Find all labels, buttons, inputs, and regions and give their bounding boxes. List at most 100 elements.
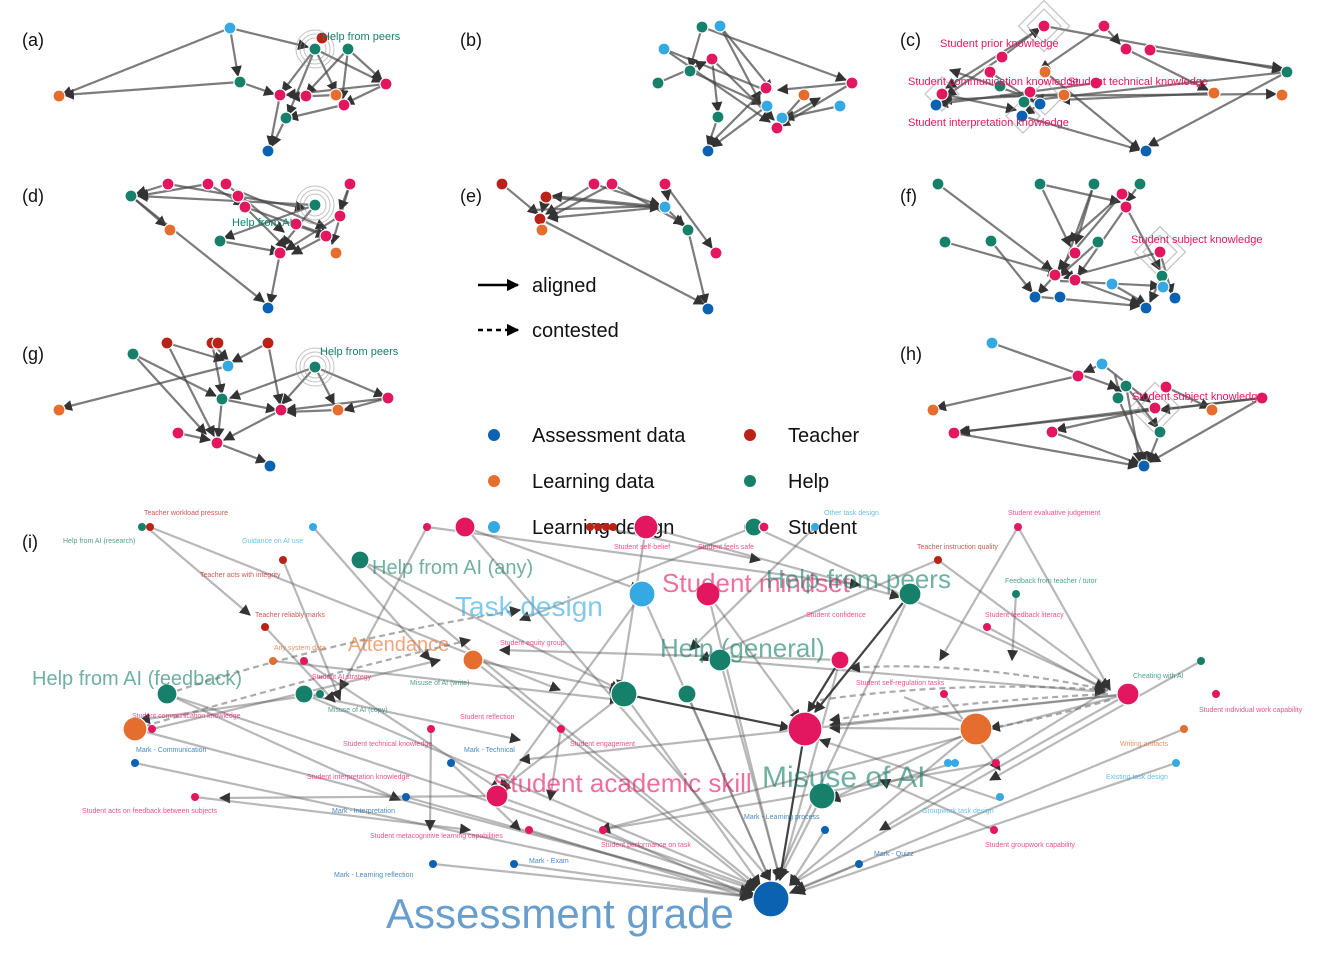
label-teacher-workload: Teacher workload pressure <box>144 510 228 517</box>
label-help-ai-research: Help from AI (research) <box>63 538 135 545</box>
legend-aligned-label: aligned <box>532 275 597 297</box>
panel-c-label-communication: Student communication knowledge <box>908 76 1079 88</box>
label-mark-exam: Mark - Exam <box>529 858 569 865</box>
label-student-equity-group: Student equity group <box>500 640 565 647</box>
label-student-feedback-literacy: Student feedback literacy <box>985 612 1064 619</box>
label-mark-communication: Mark - Communication <box>136 747 207 754</box>
legend-dot-help <box>744 475 756 487</box>
label-student-communication: Student communication knowledge <box>132 713 241 720</box>
node-student-mid <box>830 650 850 670</box>
panel-label-f: (f) <box>900 186 917 206</box>
label-mark-learning-reflection: Mark - Learning reflection <box>334 872 413 879</box>
label-mark-technical: Mark - Technical <box>464 747 515 754</box>
label-teacher-reliably-marks: Teacher reliably marks <box>255 612 326 619</box>
label-student-evaluative-judgement: Student evaluative judgement <box>1008 510 1100 517</box>
label-existing-task-design: Existing task design <box>1106 774 1168 781</box>
panel-label-h: (h) <box>900 344 922 364</box>
panel-c-label-technical: Student technical knowledge <box>1068 76 1208 88</box>
label-student-self-belief: Student self-belief <box>614 544 670 551</box>
panel-c: Student prior knowledge Student communic… <box>908 0 1294 158</box>
panel-h-focus-label: Student subject knowledge <box>1132 391 1263 403</box>
label-student-ai-strategy: Student AI strategy <box>312 674 372 681</box>
panel-g-focus-label: Help from peers <box>320 346 399 358</box>
node-student-right <box>1116 682 1140 706</box>
legend-learning-data-label: Learning data <box>532 471 655 493</box>
panel-label-c: (c) <box>900 30 921 50</box>
panel-label-e: (e) <box>460 186 482 206</box>
label-misuse-ai-write: Misuse of AI (write) <box>410 680 470 687</box>
legend-dot-teacher <box>744 429 756 441</box>
panel-label-b: (b) <box>460 30 482 50</box>
node-misuse-of-ai <box>808 782 836 810</box>
node-help-mid2 <box>677 684 697 704</box>
legend-assessment-label: Assessment data <box>532 425 686 447</box>
panel-d-focus-label: Help from AI <box>232 217 293 229</box>
node-student-top2 <box>633 514 659 540</box>
label-student-reflection: Student reflection <box>460 714 515 721</box>
panel-d: Help from AI <box>124 177 357 315</box>
node-help-from-ai-feedback <box>156 683 178 705</box>
label-help-from-ai-any: Help from AI (any) <box>372 557 533 579</box>
label-help-from-ai-feedback: Help from AI (feedback) <box>32 668 242 690</box>
label-attendance: Attendance <box>348 634 449 656</box>
node-learning-data-left <box>122 716 148 742</box>
node-learning-data-large <box>959 712 993 746</box>
legend-student-label: Student <box>788 517 857 539</box>
legend-help-label: Help <box>788 471 829 493</box>
label-student-performance: Student performance on task <box>601 842 691 849</box>
panel-g: Help from peers <box>52 336 399 473</box>
node-help-general <box>708 648 732 672</box>
panel-label-a: (a) <box>22 30 44 50</box>
label-any-system-data: Any system data <box>274 645 326 652</box>
panel-h: Student subject knowledge <box>926 336 1269 473</box>
node-assessment-grade <box>752 880 790 918</box>
legend: aligned contested Assessment data Teache… <box>478 275 859 539</box>
node-student-mindset <box>695 581 721 607</box>
panel-c-label-prior: Student prior knowledge <box>940 38 1059 50</box>
label-student-self-regulation: Student self-regulation tasks <box>856 680 945 687</box>
node-attendance <box>462 649 484 671</box>
label-mark-interpretation: Mark - Interpretation <box>332 808 395 815</box>
label-student-groupwork: Student groupwork capability <box>985 842 1075 849</box>
panel-label-g: (g) <box>22 344 44 364</box>
panel-i: Assessment grade Misuse of AI Student ac… <box>32 510 1303 937</box>
legend-dot-learning-data <box>488 475 500 487</box>
label-guidance-ai-use: Guidance on AI use <box>242 538 303 545</box>
panel-label-d: (d) <box>22 186 44 206</box>
node-student-top1 <box>454 516 476 538</box>
label-task-design: Task design <box>455 591 603 622</box>
label-student-technical: Student technical knowledge <box>343 741 432 748</box>
label-groupwork-task-design: Groupwork task design <box>922 808 994 815</box>
label-help-general: Help (general) <box>660 633 825 663</box>
legend-dot-assessment <box>488 429 500 441</box>
label-teacher-integrity: Teacher acts with integrity <box>200 572 281 579</box>
label-feedback-teacher-tutor: Feedback from teacher / tutor <box>1005 578 1097 585</box>
label-assessment-grade: Assessment grade <box>386 890 734 937</box>
panel-f: Student subject knowledge <box>931 177 1262 315</box>
node-task-design <box>628 580 656 608</box>
node-misuse-ai-write <box>294 684 314 704</box>
label-cheating-with-ai: Cheating with AI <box>1133 673 1184 680</box>
legend-dot-learning-design <box>488 521 500 533</box>
panel-label-i: (i) <box>22 532 38 552</box>
label-student-engagement: Student engagement <box>570 741 635 748</box>
label-other-task-design: Other task design <box>824 510 879 517</box>
label-student-mindset: Student mindset <box>662 568 851 598</box>
label-student-metacognitive: Student metacognitive learning capabilit… <box>370 833 503 840</box>
panel-a-focus-label: Help from peers <box>322 31 401 43</box>
label-student-interpretation: Student interpretation knowledge <box>307 774 409 781</box>
label-writing-artifacts: Writing artifacts <box>1120 741 1169 748</box>
panel-i-nodes <box>122 514 1220 918</box>
node-help-mid <box>610 680 638 708</box>
label-student-confidence: Student confidence <box>806 612 866 619</box>
node-help-from-peers <box>898 582 922 606</box>
label-mark-quizz: Mark - Quizz <box>874 851 914 858</box>
label-student-individual-work: Student individual work capability <box>1199 707 1303 714</box>
panel-a: Help from peers <box>52 21 401 158</box>
node-help-from-ai-any <box>350 550 370 570</box>
legend-teacher-label: Teacher <box>788 425 859 447</box>
label-misuse-ai-copy: Misuse of AI (copy) <box>328 707 388 714</box>
node-student-academic-skill <box>485 784 509 808</box>
label-misuse-of-ai: Misuse of AI <box>762 761 925 794</box>
